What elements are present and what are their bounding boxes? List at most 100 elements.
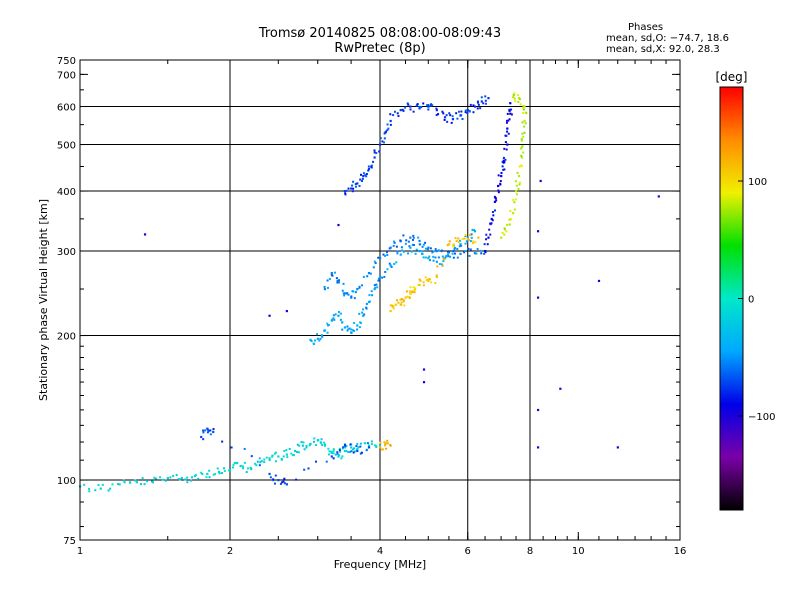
y-tick-label: 100 <box>57 476 76 487</box>
data-point <box>520 147 523 150</box>
data-point <box>480 252 483 255</box>
data-point <box>344 446 347 449</box>
data-point <box>220 472 223 475</box>
data-point <box>409 290 412 293</box>
data-point <box>487 97 490 100</box>
data-point <box>414 287 417 290</box>
data-point <box>206 431 209 434</box>
data-point <box>352 290 355 293</box>
data-point <box>424 241 427 244</box>
data-point <box>396 250 399 253</box>
data-point <box>332 450 335 453</box>
data-point <box>351 448 354 451</box>
data-point <box>298 444 301 447</box>
data-point <box>519 103 522 106</box>
data-point <box>521 121 524 124</box>
data-point <box>389 246 392 249</box>
data-point <box>338 447 341 450</box>
data-point <box>512 199 515 202</box>
data-point <box>361 451 364 454</box>
data-point <box>135 481 138 484</box>
data-point <box>461 238 464 241</box>
data-point <box>358 184 361 187</box>
data-point <box>421 252 424 255</box>
data-point <box>497 191 500 194</box>
data-point <box>355 445 358 448</box>
x-tick-label: 8 <box>527 546 533 557</box>
x-tick-label: 6 <box>465 546 471 557</box>
data-point <box>495 199 498 202</box>
data-point <box>341 328 344 331</box>
data-point <box>513 201 516 204</box>
colorbar-label: [deg] <box>716 70 748 84</box>
data-point <box>506 130 509 133</box>
data-point <box>337 455 340 458</box>
data-point <box>339 450 342 453</box>
data-point <box>350 328 353 331</box>
data-point <box>369 272 372 275</box>
data-point <box>303 448 306 451</box>
data-point <box>208 476 211 479</box>
data-point <box>524 122 527 125</box>
data-point <box>302 441 305 444</box>
data-point <box>489 223 492 226</box>
data-point <box>421 250 424 253</box>
data-point <box>337 223 340 227</box>
data-point <box>200 471 203 474</box>
data-point <box>315 460 318 463</box>
data-point <box>504 228 507 231</box>
data-point <box>301 444 305 447</box>
data-point <box>217 470 221 474</box>
data-point <box>469 248 472 251</box>
data-point <box>296 443 299 446</box>
data-point <box>356 182 359 185</box>
data-point <box>362 314 365 317</box>
data-point <box>377 256 380 259</box>
data-point <box>367 165 370 168</box>
data-point <box>346 325 349 328</box>
data-point <box>431 104 434 107</box>
data-point <box>484 99 487 102</box>
data-point <box>286 456 289 459</box>
data-point <box>139 483 142 486</box>
data-point <box>488 228 491 231</box>
data-point <box>338 449 341 452</box>
data-point <box>285 449 288 452</box>
data-point <box>361 311 364 314</box>
data-point <box>499 180 502 183</box>
data-point <box>472 242 475 245</box>
data-point <box>227 469 230 472</box>
data-point <box>350 296 353 299</box>
data-point <box>246 467 249 470</box>
data-point <box>386 268 389 271</box>
data-point <box>497 189 500 192</box>
data-point <box>116 483 119 486</box>
data-point <box>510 108 513 111</box>
data-point <box>382 253 385 256</box>
data-point <box>313 437 316 440</box>
data-point <box>202 431 205 434</box>
data-point <box>597 279 601 283</box>
data-point <box>386 439 389 442</box>
data-point <box>332 457 335 460</box>
data-point <box>356 448 359 451</box>
data-point <box>434 282 437 285</box>
data-point <box>350 446 353 449</box>
data-point <box>508 223 511 226</box>
data-point <box>343 292 347 295</box>
data-point <box>400 303 403 306</box>
data-point <box>313 343 316 346</box>
data-point <box>283 450 286 453</box>
x-tick-label: 16 <box>674 546 687 557</box>
data-point <box>418 105 421 108</box>
data-point <box>422 281 425 284</box>
data-point <box>365 449 368 452</box>
data-point <box>381 448 384 451</box>
data-point <box>258 457 261 460</box>
data-point <box>356 288 359 291</box>
data-point <box>134 479 137 482</box>
data-point <box>230 446 233 449</box>
data-point <box>469 233 472 236</box>
data-point <box>616 446 619 449</box>
